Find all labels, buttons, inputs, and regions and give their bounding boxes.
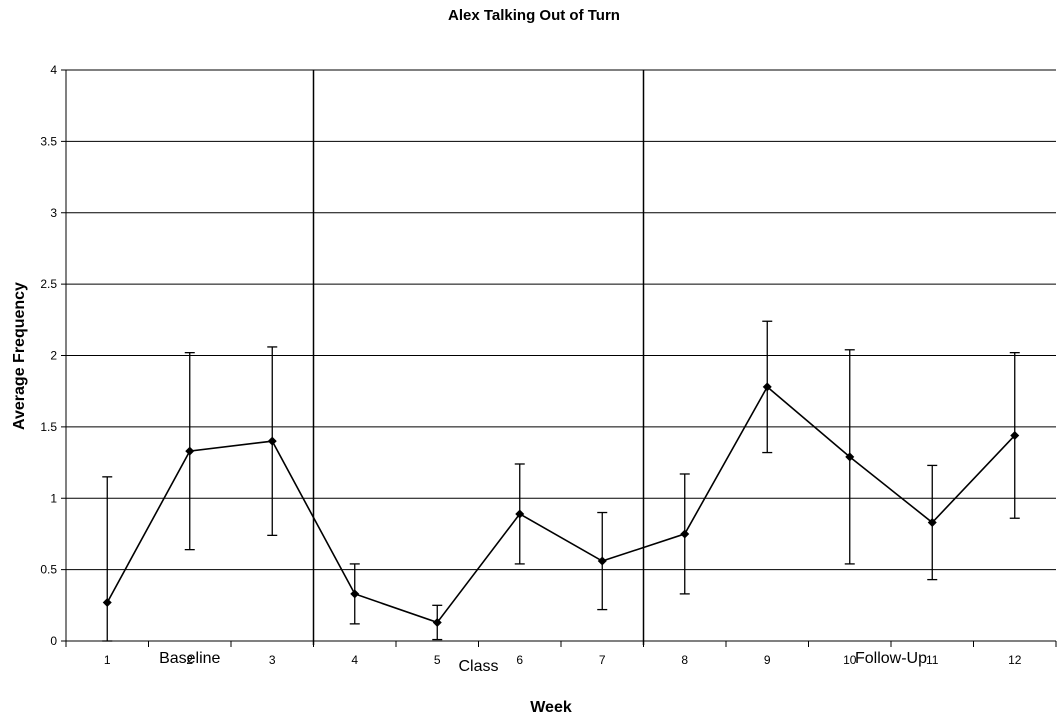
- phase-label: Class: [458, 658, 498, 675]
- phase-label: Follow-Up: [855, 650, 927, 667]
- data-point: [350, 589, 360, 599]
- x-axis-label: Week: [530, 699, 572, 716]
- data-point: [927, 518, 937, 528]
- x-tick-label: 4: [351, 653, 358, 667]
- y-tick-labels: 0 0.5 1 1.5 2 2.5 3 3.5 4: [40, 63, 57, 648]
- error-bar: [102, 476, 113, 642]
- x-tick-label: 7: [599, 653, 606, 667]
- data-point: [762, 382, 772, 392]
- phase-dividers: [312, 70, 645, 645]
- y-tick-label: 2: [50, 349, 57, 363]
- x-tick-label: 3: [269, 653, 276, 667]
- y-tick-label: 1.5: [40, 420, 57, 434]
- x-tick-label: 2: [186, 653, 193, 667]
- data-point: [845, 452, 855, 462]
- data-point: [432, 617, 442, 627]
- chart-title: Alex Talking Out of Turn: [448, 7, 620, 24]
- data-point: [102, 597, 112, 607]
- data-point: [1010, 430, 1020, 440]
- data-point: [515, 509, 525, 519]
- axes: [61, 69, 1057, 647]
- y-tick-label: 3: [50, 206, 57, 220]
- y-tick-label: 2.5: [40, 277, 57, 291]
- y-tick-label: 0: [50, 634, 57, 648]
- x-tick-label: 8: [681, 653, 688, 667]
- x-tick-label: 6: [516, 653, 523, 667]
- x-tick-label: 12: [1008, 653, 1022, 667]
- x-tick-label: 10: [843, 653, 857, 667]
- data-point: [597, 556, 607, 566]
- phase-labels: Baseline Class Follow-Up: [159, 650, 927, 675]
- y-tick-label: 4: [50, 63, 57, 77]
- error-bars: [102, 320, 1020, 642]
- y-axis-label: Average Frequency: [11, 282, 28, 430]
- x-tick-label: 5: [434, 653, 441, 667]
- x-tick-label: 11: [926, 653, 939, 667]
- y-tick-label: 1: [50, 491, 57, 505]
- x-tick-label: 1: [104, 653, 111, 667]
- data-point: [680, 529, 690, 539]
- gridlines: [66, 69, 1056, 642]
- series-line: [106, 385, 1016, 624]
- data-points: [102, 382, 1020, 627]
- data-point: [185, 446, 195, 456]
- y-tick-label: 3.5: [40, 134, 57, 148]
- x-tick-labels: 1 2 3 4 5 6 7 8 9 10 11 12: [104, 653, 1022, 667]
- data-point: [267, 436, 277, 446]
- x-tick-label: 9: [764, 653, 771, 667]
- phase-label: Baseline: [159, 650, 220, 667]
- series-line-path: [106, 385, 1016, 624]
- y-tick-label: 0.5: [40, 563, 57, 577]
